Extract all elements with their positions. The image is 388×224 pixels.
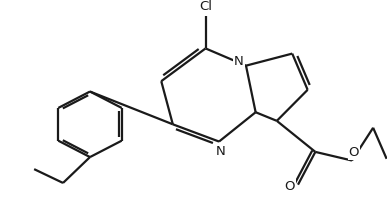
Text: Cl: Cl bbox=[199, 0, 212, 13]
Text: O: O bbox=[348, 146, 359, 159]
Text: N: N bbox=[216, 145, 226, 158]
Text: O: O bbox=[284, 180, 295, 193]
Text: N: N bbox=[234, 55, 244, 68]
